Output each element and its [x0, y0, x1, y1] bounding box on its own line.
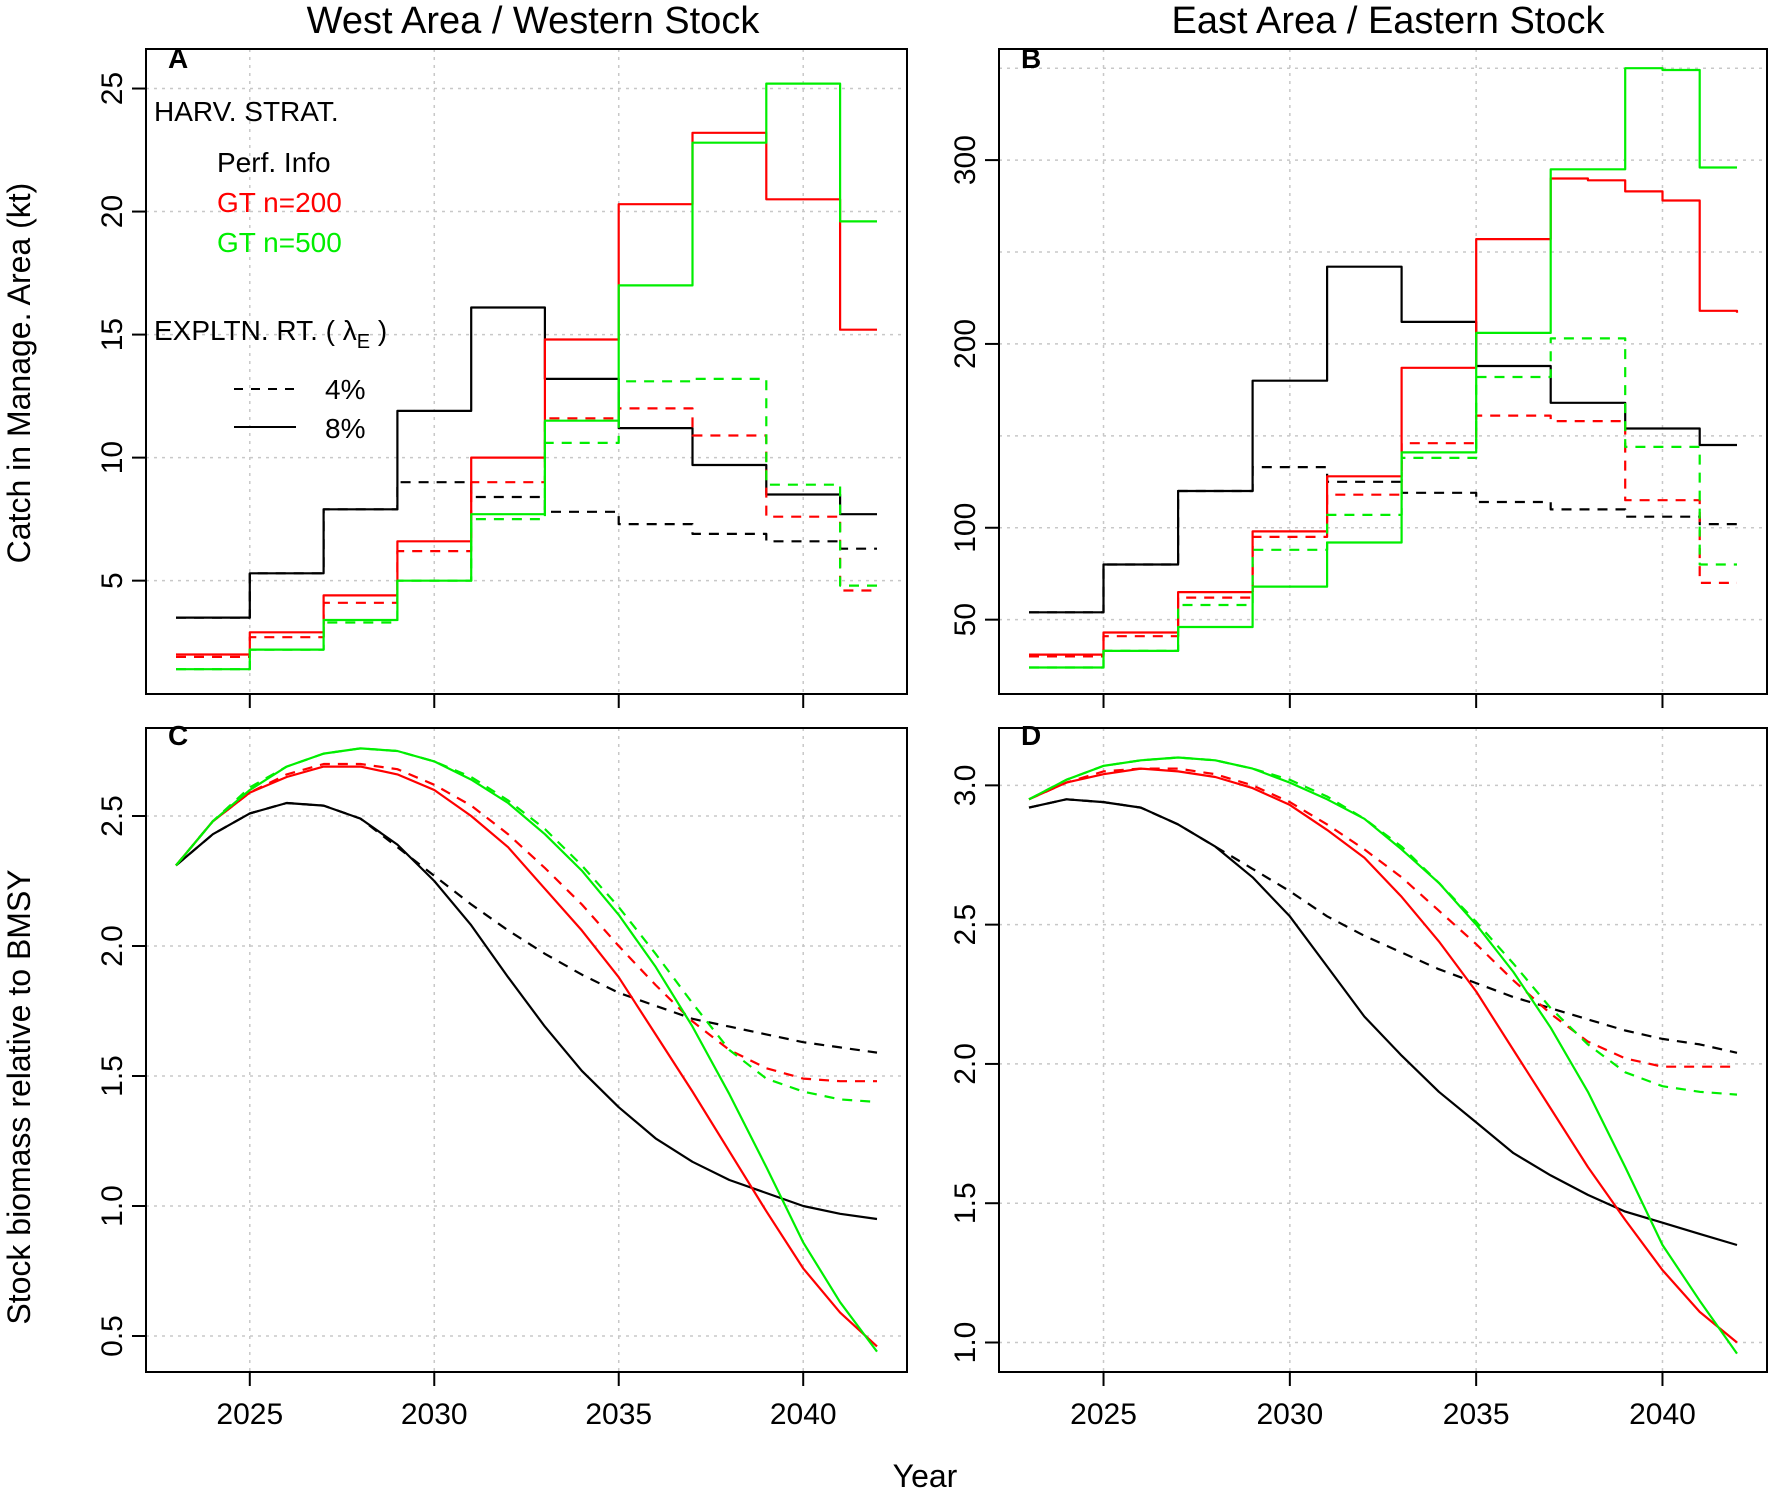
x-tick-label: 2035 — [585, 1398, 652, 1431]
y-axis-label-top: Catch in Manage. Area (kt) — [1, 183, 37, 564]
series-perf-info-4- — [176, 481, 877, 619]
series-gt-n-500-8- — [1029, 67, 1737, 669]
panel-b: 50 100 200 300 — [949, 48, 1768, 708]
panel-c: 2025 2030 2035 2040 0.5 1.0 1.5 2.0 2.5 — [96, 727, 908, 1431]
x-tick-label: 2040 — [770, 1398, 837, 1431]
east-column-title: East Area / Eastern Stock — [1172, 0, 1606, 42]
series-perf-info-4- — [175, 801, 878, 1054]
series-perf-info-8- — [175, 801, 878, 1221]
series-gt-n-200-8- — [1029, 177, 1739, 656]
y-tick-label: 300 — [949, 135, 982, 185]
series-gt-n-500-4- — [1029, 337, 1737, 669]
series-gt-n-200-4- — [1028, 767, 1737, 1068]
legend-rate-8: 8% — [325, 413, 365, 444]
y-tick-label: 100 — [949, 503, 982, 553]
series-gt-n-500-8- — [1028, 756, 1738, 1355]
y-tick-label: 50 — [949, 603, 982, 636]
plot-frame — [998, 48, 1768, 695]
legend-rate-4: 4% — [325, 374, 365, 405]
y-tick-label: 1.5 — [949, 1182, 982, 1224]
y-tick-label: 2.0 — [96, 925, 129, 967]
series-gt-n-200-4- — [176, 407, 877, 658]
legend-perf-info: Perf. Info — [217, 147, 331, 178]
y-axis-label-bottom: Stock biomass relative to BMSY — [1, 869, 37, 1324]
plot-frame — [998, 727, 1768, 1373]
panel-label-b: B — [1021, 43, 1041, 74]
plot-frame — [145, 727, 908, 1373]
y-tick-label: 200 — [949, 319, 982, 369]
y-tick-label: 0.5 — [96, 1315, 129, 1357]
series-perf-info-4- — [1029, 466, 1737, 614]
panel-label-d: D — [1021, 720, 1041, 751]
series-gt-n-500-8- — [176, 82, 877, 671]
plot-frame — [145, 48, 908, 695]
series-perf-info-4- — [1028, 798, 1738, 1054]
series-gt-n-200-4- — [175, 762, 877, 1083]
x-tick-label: 2025 — [216, 1398, 283, 1431]
y-tick-label: 3.0 — [949, 764, 982, 806]
legend-strategy-title: HARV. STRAT. — [154, 96, 339, 127]
x-axis-label: Year — [893, 1458, 958, 1493]
x-tick-label: 2030 — [401, 1398, 468, 1431]
x-tick-label: 2030 — [1256, 1398, 1323, 1431]
series-gt-n-500-4- — [1028, 756, 1738, 1096]
series-perf-info-8- — [176, 306, 877, 619]
y-tick-label: 1.0 — [96, 1185, 129, 1227]
legend-gt-200: GT n=200 — [217, 187, 342, 218]
panel-label-a: A — [168, 43, 188, 74]
y-tick-label: 2.0 — [949, 1043, 982, 1085]
x-tick-label: 2035 — [1443, 1398, 1510, 1431]
panel-label-c: C — [168, 720, 188, 751]
series-gt-n-500-4- — [175, 747, 878, 1104]
panel-a: 5 10 15 20 25 — [96, 48, 908, 708]
series-gt-n-500-8- — [175, 747, 878, 1353]
series-gt-n-200-8- — [175, 765, 878, 1348]
series-gt-n-500-4- — [176, 377, 877, 671]
y-tick-label: 2.5 — [96, 795, 129, 837]
y-tick-label: 20 — [96, 195, 129, 228]
y-tick-label: 5 — [96, 572, 129, 589]
y-tick-label: 1.0 — [949, 1322, 982, 1364]
y-tick-label: 2.5 — [949, 904, 982, 946]
legend-rate-title: EXPLTN. RT. ( λE ) — [154, 315, 387, 353]
west-column-title: West Area / Western Stock — [307, 0, 761, 42]
legend: HARV. STRAT. Perf. Info GT n=200 GT n=50… — [154, 96, 387, 444]
y-tick-label: 15 — [96, 318, 129, 351]
x-tick-label: 2025 — [1070, 1398, 1137, 1431]
series-gt-n-200-8- — [1028, 767, 1738, 1344]
y-tick-label: 10 — [96, 441, 129, 474]
x-tick-label: 2040 — [1629, 1398, 1696, 1431]
series-perf-info-8- — [1028, 798, 1738, 1247]
legend-gt-500: GT n=500 — [217, 227, 342, 258]
y-tick-label: 25 — [96, 72, 129, 105]
y-tick-label: 1.5 — [96, 1055, 129, 1097]
panel-d: 2025 2030 2035 2040 1.0 1.5 2.0 2.5 3.0 — [949, 727, 1768, 1431]
series-perf-info-8- — [1029, 265, 1737, 614]
